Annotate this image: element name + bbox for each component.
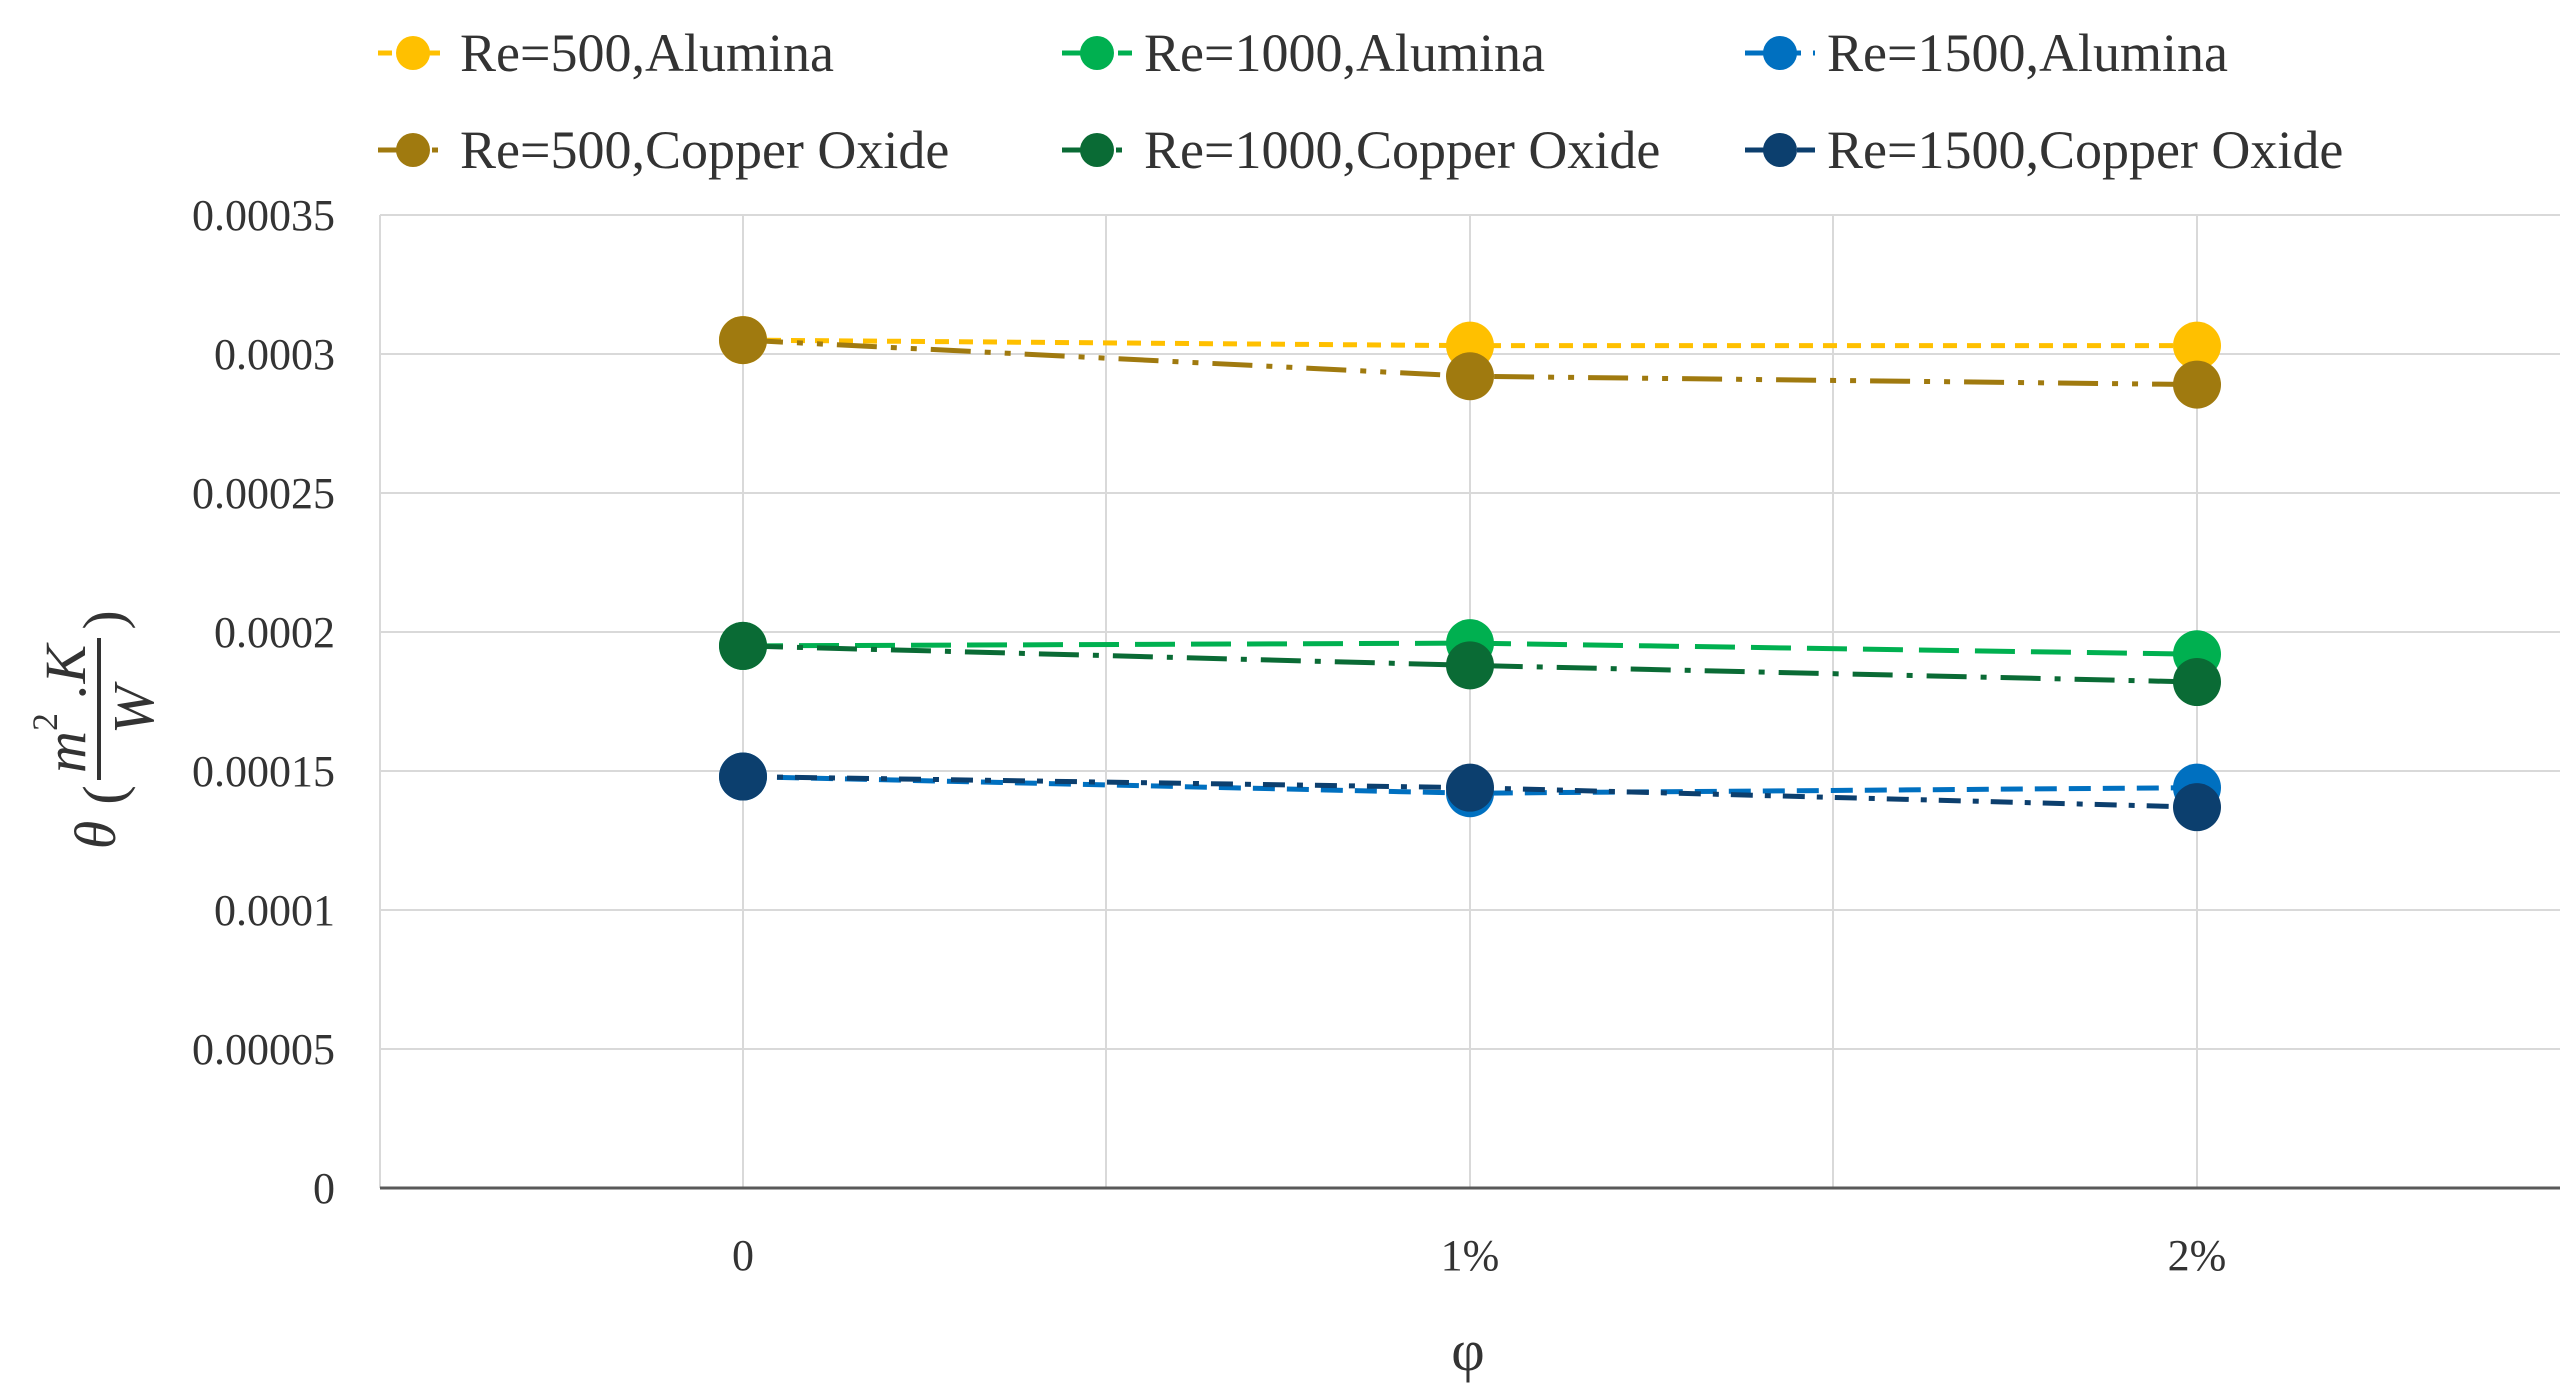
x-tick-label: 0 [732,1231,754,1280]
y-tick-label: 0.00035 [192,191,335,240]
legend-label: Re=1500,Alumina [1827,23,2228,83]
data-point [2173,783,2221,832]
data-point [1446,352,1494,401]
y-tick-label: 0.0001 [214,886,335,935]
data-point [719,621,767,670]
legend-label: Re=1500,Copper Oxide [1827,120,2343,180]
legend-label: Re=1000,Copper Oxide [1144,120,1660,180]
data-point [1446,641,1494,690]
legend-marker [1080,133,1114,167]
data-point [2173,321,2221,370]
y-tick-label: 0 [313,1164,335,1213]
series-3 [719,316,2221,409]
y-axis-close-paren: ) [71,610,136,629]
legend-item: Re=500,Alumina [378,23,834,83]
y-tick-label: 0.0002 [214,608,335,657]
series-layer [719,316,2221,832]
axis-titles: φ θ ( m 2 .K W ) [25,610,1485,1383]
data-point [2173,658,2221,707]
x-tick-label: 1% [1441,1231,1500,1280]
legend-marker [396,36,430,70]
y-tick-label: 0.00005 [192,1025,335,1074]
y-axis-exponent: 2 [25,713,65,731]
legend-marker [1763,133,1797,167]
legend-marker [1080,36,1114,70]
series-4 [719,621,2221,707]
x-axis-title: φ [1451,1318,1484,1383]
series-5 [719,752,2221,832]
legend: Re=500,Alumina Re=1000,Alumina Re=1500,Alu… [378,23,2343,180]
legend-item: Re=1000,Alumina [1062,23,1545,83]
tick-labels: 0 0.00005 0.0001 0.00015 0.0002 0.00025 0.0003… [192,191,2226,1280]
y-tick-label: 0.00025 [192,469,335,518]
legend-label: Re=500,Alumina [460,23,834,83]
x-tick-label: 2% [2168,1231,2227,1280]
legend-marker [396,133,430,167]
data-point [719,316,767,365]
y-axis-symbol: θ [63,821,128,850]
y-tick-label: 0.00015 [192,747,335,796]
legend-item: Re=1500,Copper Oxide [1745,120,2343,180]
y-axis-open-paren: ( [71,785,136,804]
data-point [719,752,767,801]
y-axis-unit-suffix: .K [33,642,98,699]
data-point [1446,763,1494,812]
legend-label: Re=500,Copper Oxide [460,120,949,180]
series-line [742,337,2198,388]
legend-label: Re=1000,Alumina [1144,23,1545,83]
legend-item: Re=1500,Alumina [1745,23,2228,83]
y-axis-denominator: W [101,681,166,734]
data-point [2173,360,2221,409]
legend-item: Re=1000,Copper Oxide [1062,120,1660,180]
y-axis-title: θ ( m 2 .K W ) [25,610,166,849]
y-tick-label: 0.0003 [214,330,335,379]
legend-item: Re=500,Copper Oxide [378,120,949,180]
y-axis-numerator: m [33,731,98,773]
series-line [742,774,2198,810]
series-line [742,643,2198,685]
series-line [742,640,2198,657]
legend-marker [1763,36,1797,70]
